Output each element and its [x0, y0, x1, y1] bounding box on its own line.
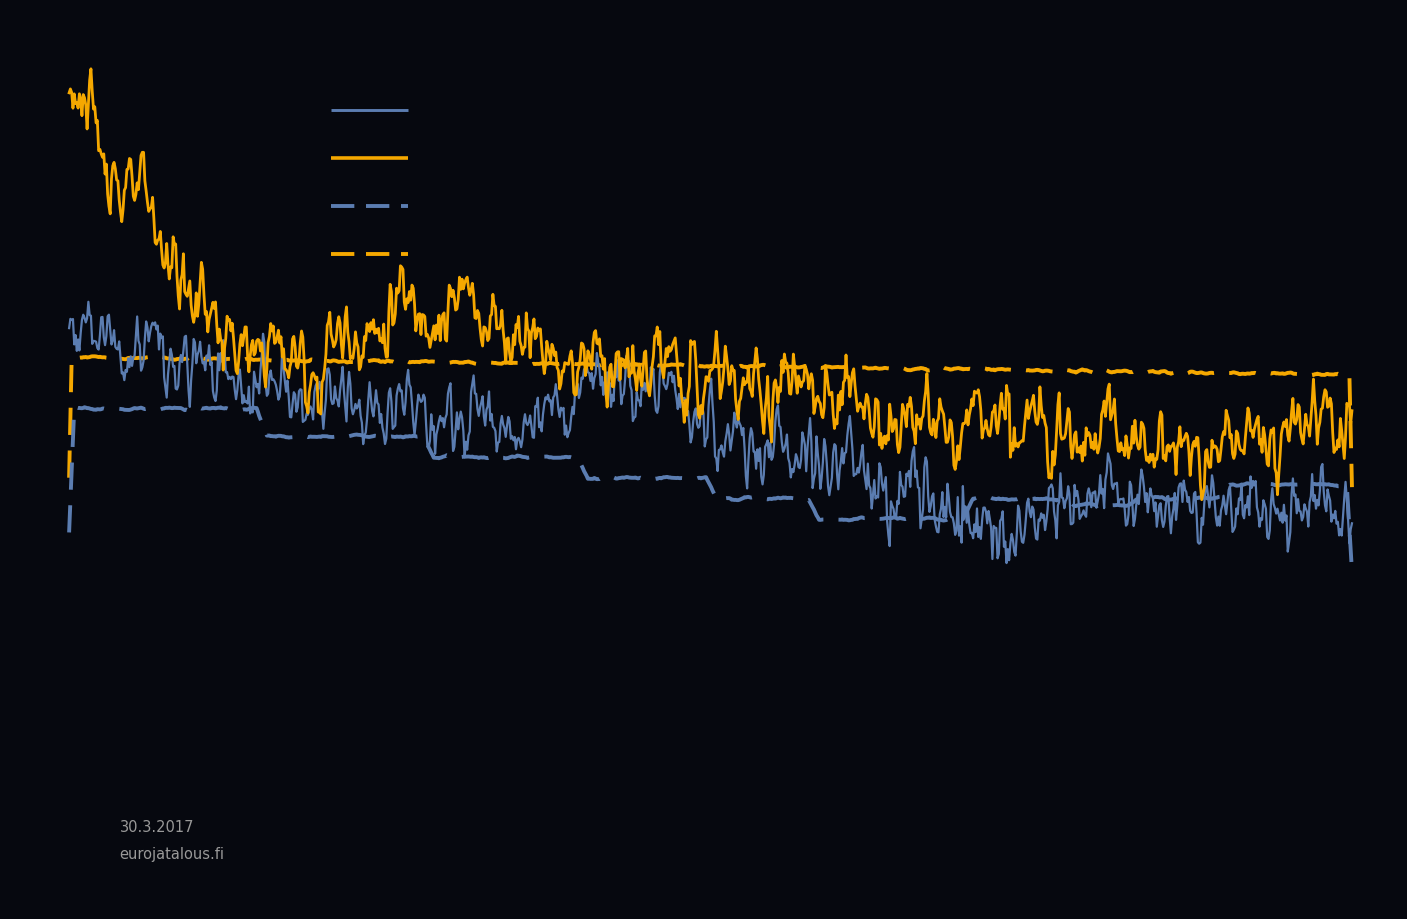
Text: eurojatalous.fi: eurojatalous.fi [120, 847, 225, 862]
Text: 30.3.2017: 30.3.2017 [120, 820, 194, 834]
